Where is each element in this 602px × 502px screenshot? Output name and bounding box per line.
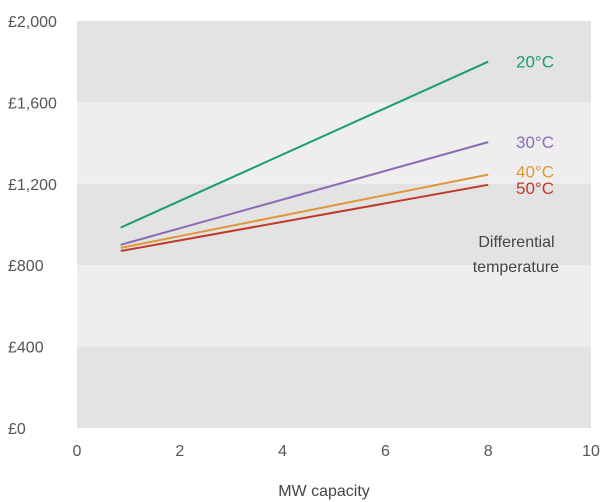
background-band [77, 183, 591, 266]
x-tick-label: 4 [278, 443, 287, 460]
series-line [120, 141, 489, 246]
series-line [120, 173, 489, 249]
note-line-2: temperature [473, 259, 559, 276]
x-axis-title: MW capacity [278, 483, 370, 500]
y-axis-tick-labels: £0 £400 £800 £1,200 £1,600 £2,000 [8, 14, 57, 438]
series-label: 20°C [516, 53, 554, 72]
x-tick-label: 0 [73, 443, 82, 460]
x-tick-label: 8 [484, 443, 493, 460]
background-band [77, 21, 591, 103]
x-tick-label: 2 [175, 443, 184, 460]
series-labels: 20°C 30°C 40°C50°C [516, 53, 554, 198]
series-line [120, 60, 489, 229]
background-band [77, 346, 591, 428]
y-tick-label: £400 [8, 340, 44, 357]
plot-background [77, 21, 591, 428]
x-axis-tick-labels: 0 2 4 6 8 10 [73, 443, 600, 460]
background-band [77, 102, 591, 184]
series-lines [120, 60, 489, 252]
differential-temperature-note: Differential temperature [473, 234, 559, 276]
series-label: 50°C [516, 179, 554, 198]
y-tick-label: £1,200 [8, 177, 57, 194]
y-tick-label: £1,600 [8, 95, 57, 112]
series-label: 40°C [516, 163, 554, 182]
y-tick-label: £2,000 [8, 14, 57, 31]
x-tick-label: 6 [381, 443, 390, 460]
x-tick-label: 10 [582, 443, 600, 460]
series-label: 30°C [516, 133, 554, 152]
series-line [120, 183, 489, 252]
note-line-1: Differential [478, 234, 554, 251]
background-band [77, 265, 591, 347]
y-tick-label: £800 [8, 258, 44, 275]
y-tick-label: £0 [8, 421, 26, 438]
